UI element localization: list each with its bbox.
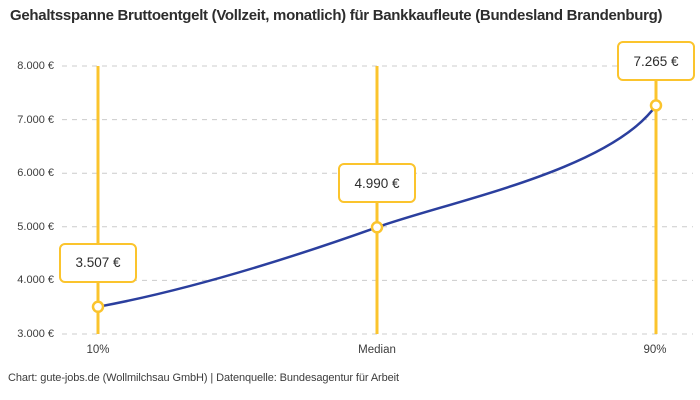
value-label-median: 4.990 € [338, 163, 416, 204]
y-axis-tick: 8.000 € [17, 60, 54, 72]
value-label-text: 3.507 € [75, 255, 121, 271]
value-label-text: 7.265 € [633, 53, 679, 69]
y-axis-tick: 5.000 € [17, 221, 54, 233]
y-axis-tick: 7.000 € [17, 114, 54, 126]
data-point [91, 300, 105, 314]
y-axis-tick: 6.000 € [17, 167, 54, 179]
x-axis-tick-90: 90% [643, 344, 667, 356]
value-label-90: 7.265 € [617, 41, 695, 82]
x-axis-tick-10: 10% [86, 344, 110, 356]
x-axis-tick-median: Median [358, 344, 396, 356]
y-axis-tick: 3.000 € [17, 328, 54, 340]
value-label-10: 3.507 € [59, 242, 137, 283]
chart-title: Gehaltsspanne Bruttoentgelt (Vollzeit, m… [10, 7, 663, 24]
data-point [370, 221, 384, 234]
data-points [91, 99, 663, 314]
chart-footer: Chart: gute-jobs.de (Wollmilchsau GmbH) … [8, 372, 399, 384]
data-point [649, 99, 663, 112]
value-label-text: 4.990 € [354, 175, 400, 191]
y-axis-tick: 4.000 € [17, 274, 54, 286]
